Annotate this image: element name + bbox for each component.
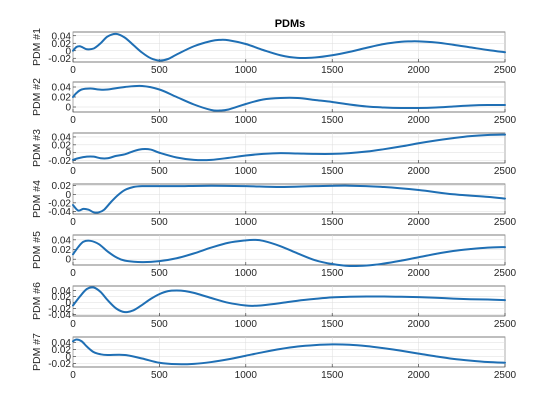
x-tick-label: 2500 — [494, 115, 517, 126]
pdm-1-line — [72, 32, 506, 62]
y-tick-label: 0.04 — [52, 132, 72, 143]
y-tick-label: 0.04 — [52, 338, 72, 349]
x-tick-label: 0 — [70, 319, 76, 330]
x-tick-label: 1000 — [235, 166, 258, 177]
y-tick-label: 0.02 — [52, 245, 72, 256]
x-tick-label: 2500 — [494, 166, 517, 177]
y-tick-label: 0.02 — [52, 140, 72, 151]
y-axis-label-5: PDM #5 — [31, 231, 43, 269]
y-tick-label: 0 — [65, 148, 71, 159]
x-tick-label: 500 — [151, 319, 168, 330]
x-tick-label: 0 — [70, 370, 76, 381]
pdm-7-line — [72, 338, 506, 366]
x-tick-label: 2000 — [407, 217, 430, 228]
y-tick-label: 0.02 — [52, 93, 72, 104]
x-tick-label: 500 — [151, 370, 168, 381]
x-tick-label: 1500 — [321, 217, 344, 228]
y-tick-label: -0.04 — [48, 207, 71, 218]
y-tick-label: 0.04 — [52, 286, 72, 297]
y-axis-label-6: PDM #6 — [31, 282, 43, 320]
x-tick-label: 1000 — [235, 370, 258, 381]
chart-title: PDMs — [275, 18, 306, 30]
y-tick-label: 0 — [65, 352, 71, 363]
x-tick-label: 1500 — [321, 166, 344, 177]
x-tick-label: 2000 — [407, 319, 430, 330]
y-tick-label: 0 — [65, 103, 71, 114]
x-tick-label: 0 — [70, 268, 76, 279]
x-tick-label: 0 — [70, 217, 76, 228]
x-tick-label: 1000 — [235, 65, 258, 76]
x-tick-label: 1500 — [321, 268, 344, 279]
y-tick-label: -0.02 — [48, 156, 71, 167]
pdm-5-line — [72, 238, 506, 268]
x-tick-label: 500 — [151, 115, 168, 126]
x-tick-label: 2500 — [494, 217, 517, 228]
axes-frame-7 — [72, 336, 506, 368]
x-tick-label: 500 — [151, 166, 168, 177]
x-tick-label: 1500 — [321, 115, 344, 126]
x-tick-label: 1000 — [235, 115, 258, 126]
y-tick-label: 0 — [65, 298, 71, 309]
x-tick-label: 1500 — [321, 319, 344, 330]
x-tick-label: 2500 — [494, 370, 517, 381]
x-tick-label: 0 — [70, 166, 76, 177]
axes-frame-4 — [72, 183, 506, 215]
y-tick-label: -0.02 — [48, 359, 71, 370]
y-axis-label-4: PDM #4 — [31, 180, 43, 218]
y-axis-label-2: PDM #2 — [31, 78, 43, 116]
axes-frame-3 — [72, 132, 506, 164]
y-tick-label: -0.02 — [48, 304, 71, 315]
y-tick-label: 0.02 — [52, 345, 72, 356]
x-tick-label: 2500 — [494, 65, 517, 76]
y-tick-label: 0 — [65, 46, 71, 57]
y-tick-label: -0.04 — [48, 310, 71, 321]
pdm-2-line — [72, 84, 506, 112]
y-axis-label-1: PDM #1 — [31, 28, 43, 66]
y-tick-label: 0.02 — [52, 181, 72, 192]
x-tick-label: 2000 — [407, 65, 430, 76]
x-tick-label: 500 — [151, 217, 168, 228]
y-tick-label: 0.04 — [52, 31, 72, 42]
y-tick-label: 0 — [65, 255, 71, 266]
y-tick-label: 0 — [65, 190, 71, 201]
pdm-4-line — [72, 184, 506, 214]
x-tick-label: 2500 — [494, 319, 517, 330]
y-tick-label: 0.04 — [52, 83, 72, 94]
y-tick-label: 0.02 — [52, 292, 72, 303]
x-tick-label: 500 — [151, 65, 168, 76]
x-tick-label: 2500 — [494, 268, 517, 279]
pdm-3-line — [72, 133, 506, 162]
x-tick-label: 1000 — [235, 217, 258, 228]
pdm-6-line — [72, 286, 506, 314]
y-tick-label: 0.02 — [52, 39, 72, 50]
x-tick-label: 2000 — [407, 268, 430, 279]
x-tick-label: 0 — [70, 65, 76, 76]
x-tick-label: 1500 — [321, 370, 344, 381]
x-tick-label: 1000 — [235, 268, 258, 279]
x-tick-label: 2000 — [407, 370, 430, 381]
x-tick-label: 0 — [70, 115, 76, 126]
x-tick-label: 1500 — [321, 65, 344, 76]
y-axis-label-7: PDM #7 — [31, 333, 43, 371]
y-axis-label-3: PDM #3 — [31, 129, 43, 167]
x-tick-label: 2000 — [407, 115, 430, 126]
x-tick-label: 1000 — [235, 319, 258, 330]
y-tick-label: -0.02 — [48, 54, 71, 65]
y-tick-label: 0.04 — [52, 235, 72, 246]
x-tick-label: 500 — [151, 268, 168, 279]
x-tick-label: 2000 — [407, 166, 430, 177]
y-tick-label: -0.02 — [48, 198, 71, 209]
